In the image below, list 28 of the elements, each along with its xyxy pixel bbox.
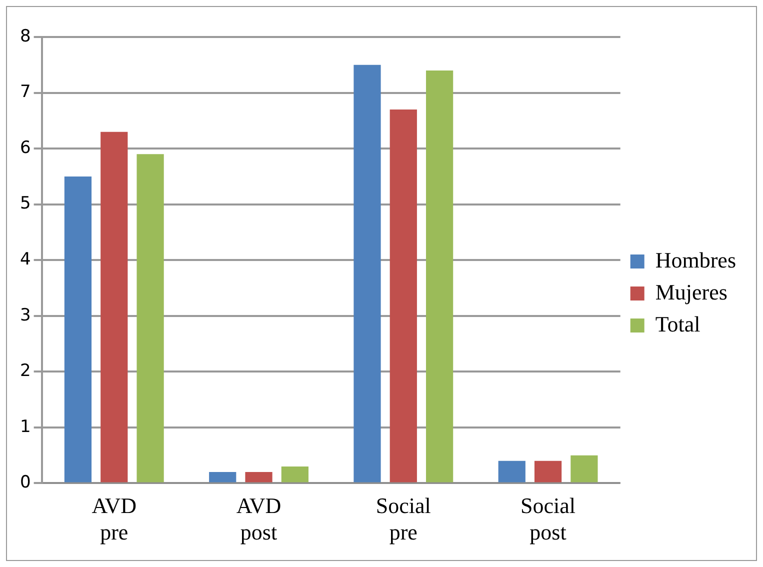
y-tick-label: 2 [20, 361, 31, 382]
y-tick-label: 7 [20, 82, 31, 102]
y-tick-label: 8 [20, 26, 31, 46]
legend-label: Total [655, 311, 700, 336]
y-tick-label: 4 [20, 250, 31, 270]
y-tick-label: 3 [20, 305, 31, 326]
legend-label: Hombres [655, 247, 736, 272]
bar [281, 466, 308, 482]
x-tick-label: AVD pre [92, 493, 137, 545]
bar [570, 455, 598, 482]
legend-label: Mujeres [655, 279, 728, 304]
y-tick-label: 6 [20, 138, 31, 158]
bar [534, 460, 562, 482]
bar [245, 472, 272, 482]
bar [136, 154, 164, 482]
x-tick-label: AVD post [236, 493, 282, 545]
bar [498, 460, 526, 482]
bar [390, 110, 417, 482]
bar [426, 70, 454, 482]
y-tick-label: 1 [20, 416, 31, 437]
y-tick-label: 0 [20, 472, 31, 493]
x-tick-label: Social post [520, 493, 576, 545]
bar [100, 132, 128, 482]
bar [209, 472, 236, 482]
bar [64, 176, 92, 482]
y-tick-label: 5 [20, 194, 31, 214]
bar [354, 64, 381, 482]
x-tick-label: Social pre [376, 493, 431, 545]
